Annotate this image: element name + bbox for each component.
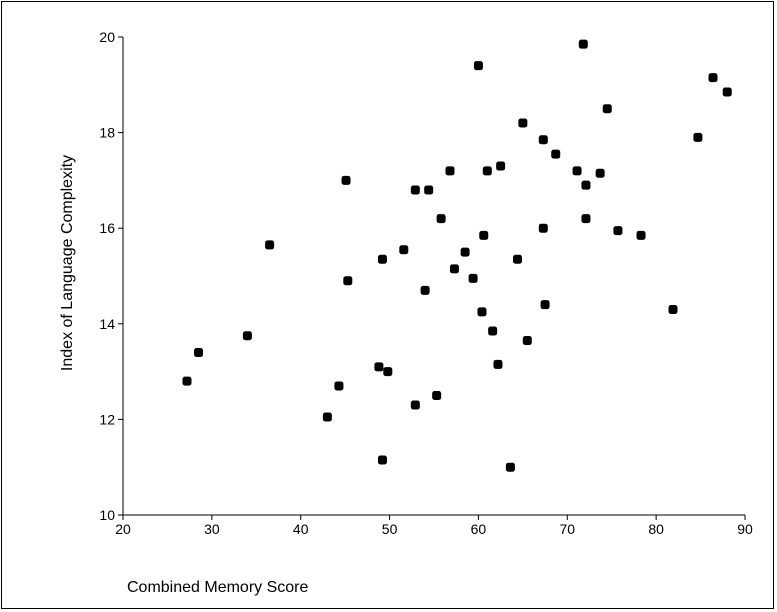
data-point	[477, 307, 487, 317]
data-point	[432, 391, 442, 400]
data-point	[722, 87, 732, 97]
data-point	[436, 214, 446, 224]
data-point	[265, 240, 275, 250]
data-point	[449, 264, 459, 274]
data-point	[540, 300, 550, 310]
data-point	[242, 331, 252, 341]
data-point	[595, 168, 605, 178]
data-point	[343, 276, 353, 286]
x-tick-label: 60	[471, 521, 487, 537]
data-point	[424, 185, 434, 195]
data-point	[377, 254, 387, 264]
data-point	[613, 226, 623, 236]
data-point	[482, 166, 492, 176]
data-point	[341, 175, 351, 185]
x-tick-label: 30	[204, 521, 220, 537]
x-tick-label: 80	[648, 521, 664, 537]
data-points	[182, 39, 732, 472]
data-point	[473, 61, 483, 71]
data-point	[602, 104, 612, 114]
y-axis-ticks: 10 12 14 16 18 20	[99, 29, 123, 523]
data-point	[693, 132, 703, 142]
data-point	[581, 214, 591, 224]
x-tick-label: 40	[293, 521, 309, 537]
data-point	[488, 326, 498, 336]
data-point	[182, 376, 192, 386]
data-point	[581, 180, 591, 190]
x-tick-label: 70	[559, 521, 575, 537]
y-tick-label: 20	[99, 29, 115, 45]
y-tick-label: 18	[99, 125, 115, 141]
data-point	[522, 336, 532, 346]
data-point	[538, 135, 548, 145]
data-point	[518, 118, 528, 128]
y-axis-title: Index of Language Complexity	[59, 155, 76, 371]
data-point	[377, 455, 387, 465]
data-point	[383, 367, 393, 377]
x-tick-label: 50	[382, 521, 398, 537]
data-point	[668, 304, 678, 314]
data-point	[708, 73, 718, 83]
data-point	[479, 230, 489, 240]
data-point	[538, 223, 548, 233]
y-tick-label: 14	[99, 316, 115, 332]
data-point	[551, 149, 561, 159]
data-point	[445, 166, 455, 176]
data-point	[420, 285, 430, 295]
y-tick-label: 16	[99, 220, 115, 236]
data-point	[578, 39, 588, 49]
x-tick-label: 90	[737, 521, 753, 537]
data-point	[374, 362, 384, 372]
x-axis-title: Combined Memory Score	[127, 579, 309, 596]
data-point	[194, 347, 204, 357]
data-point	[513, 254, 523, 264]
data-point	[399, 245, 409, 255]
data-point	[493, 359, 503, 369]
data-point	[322, 412, 332, 422]
data-point	[410, 185, 420, 195]
data-point	[505, 462, 515, 472]
data-point	[460, 247, 470, 257]
x-axis-ticks: 20 30 40 50 60 70 80 90	[115, 515, 753, 537]
data-point	[410, 400, 420, 410]
y-tick-label: 10	[99, 507, 115, 523]
data-point	[496, 161, 506, 171]
data-point	[636, 230, 646, 240]
data-point	[468, 273, 478, 283]
x-tick-label: 20	[115, 521, 131, 537]
data-point	[334, 381, 344, 391]
data-point	[572, 166, 582, 176]
y-tick-label: 12	[99, 411, 115, 427]
